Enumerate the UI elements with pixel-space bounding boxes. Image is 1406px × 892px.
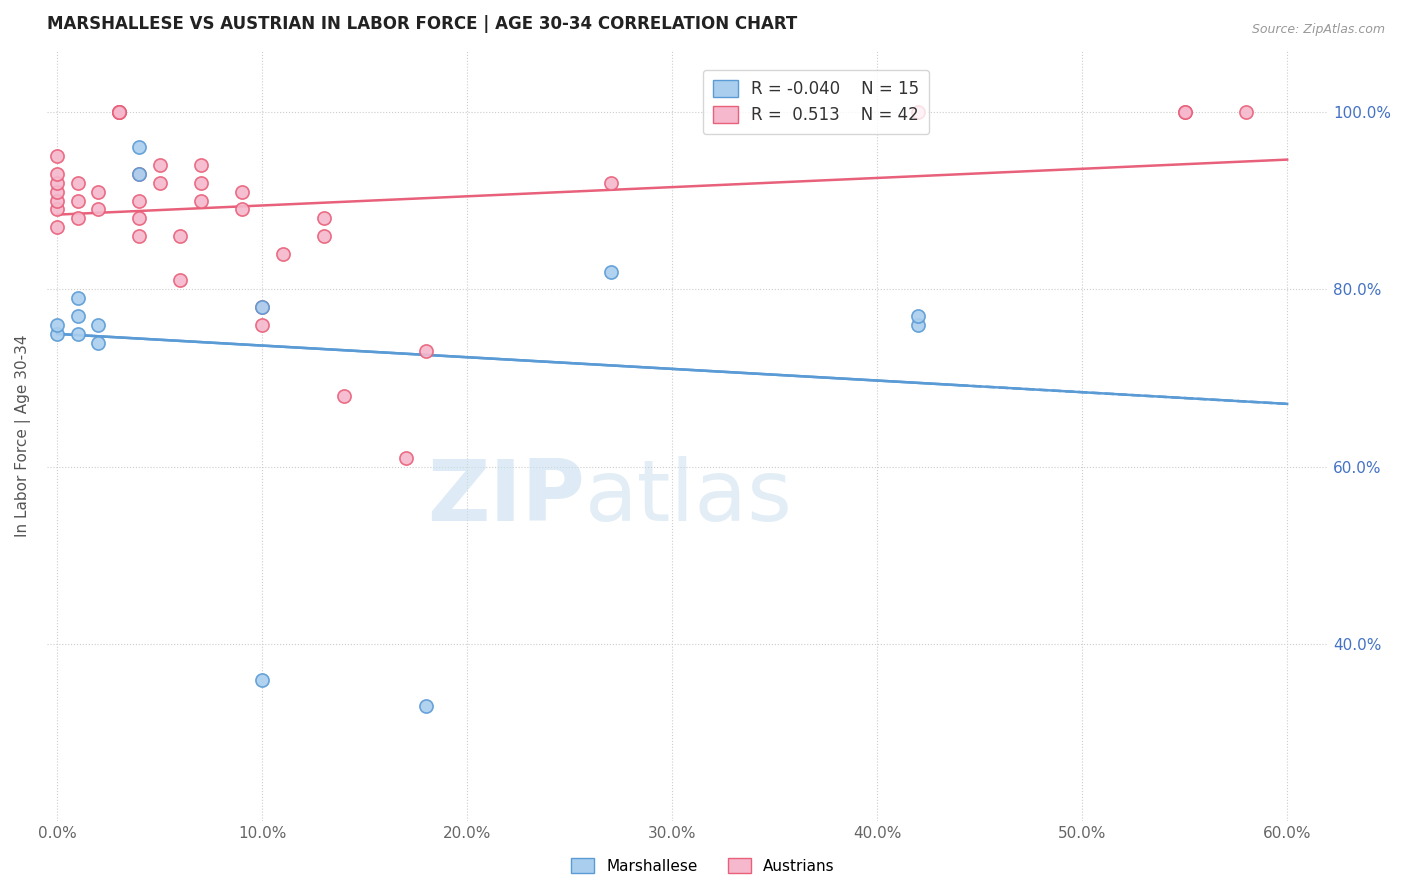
Point (46, 202, 69, 217)
Point (128, 194, 150, 208)
Point (169, 273, 191, 287)
Y-axis label: In Labor Force | Age 30-34: In Labor Force | Age 30-34 (15, 334, 31, 537)
Point (66, 291, 89, 305)
Point (46, 326, 69, 341)
Point (87, 202, 110, 217)
Point (907, 309, 929, 323)
Point (87, 335, 110, 350)
Point (46, 194, 69, 208)
Point (66, 194, 89, 208)
Point (415, 699, 437, 714)
Point (107, 104, 129, 119)
Point (599, 176, 621, 190)
Point (312, 229, 335, 244)
Point (46, 220, 69, 235)
Point (415, 344, 437, 359)
Point (250, 300, 273, 314)
Point (271, 247, 294, 261)
Point (66, 326, 89, 341)
Point (333, 389, 356, 403)
Text: Source: ZipAtlas.com: Source: ZipAtlas.com (1251, 23, 1385, 37)
Point (46, 185, 69, 199)
Point (250, 318, 273, 332)
Point (87, 318, 110, 332)
Point (87, 185, 110, 199)
Point (46, 149, 69, 163)
Point (1174, 104, 1197, 119)
Point (66, 176, 89, 190)
Point (66, 211, 89, 226)
Text: MARSHALLESE VS AUSTRIAN IN LABOR FORCE | AGE 30-34 CORRELATION CHART: MARSHALLESE VS AUSTRIAN IN LABOR FORCE |… (46, 15, 797, 33)
Point (128, 167, 150, 181)
Point (231, 185, 253, 199)
Point (46, 318, 69, 332)
Point (312, 211, 335, 226)
Point (190, 158, 212, 172)
Point (169, 229, 191, 244)
Point (149, 176, 172, 190)
Point (1174, 104, 1197, 119)
Point (190, 176, 212, 190)
Point (107, 104, 129, 119)
Point (66, 309, 89, 323)
Point (149, 158, 172, 172)
Point (128, 229, 150, 244)
Point (907, 318, 929, 332)
Legend: R = -0.040    N = 15, R =  0.513    N = 42: R = -0.040 N = 15, R = 0.513 N = 42 (703, 70, 929, 135)
Point (231, 202, 253, 217)
Point (128, 211, 150, 226)
Point (46, 167, 69, 181)
Point (1234, 104, 1257, 119)
Point (128, 140, 150, 154)
Point (395, 450, 418, 465)
Point (190, 194, 212, 208)
Point (46, 176, 69, 190)
Point (907, 104, 929, 119)
Point (107, 104, 129, 119)
Legend: Marshallese, Austrians: Marshallese, Austrians (565, 852, 841, 880)
Point (107, 104, 129, 119)
Point (599, 264, 621, 278)
Text: atlas: atlas (585, 456, 793, 539)
Point (128, 167, 150, 181)
Point (250, 300, 273, 314)
Text: ZIP: ZIP (427, 456, 585, 539)
Point (250, 673, 273, 687)
